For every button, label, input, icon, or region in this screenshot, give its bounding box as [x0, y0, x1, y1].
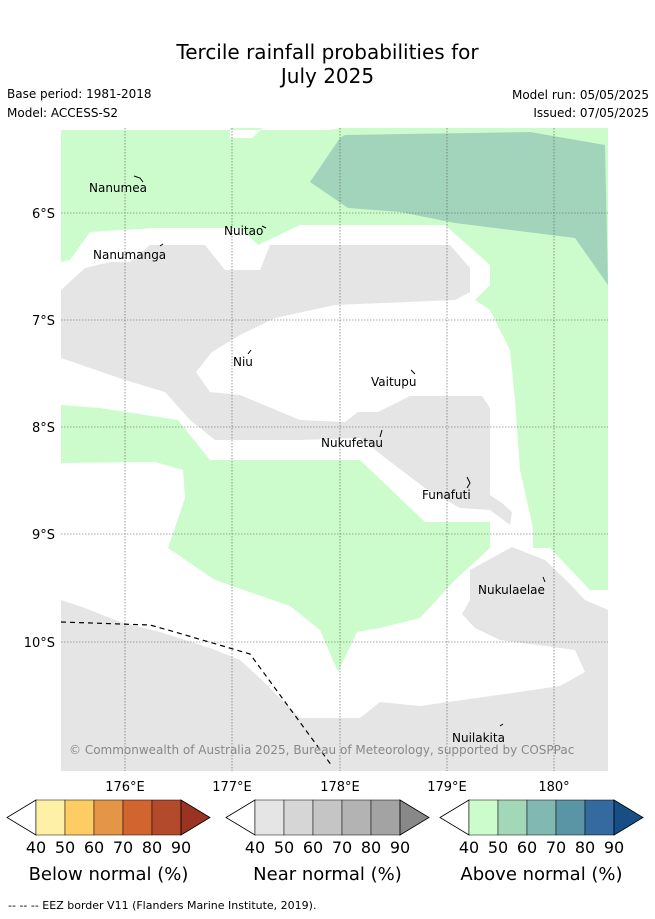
lon-axis: 176°E 177°E 178°E 179°E 180° — [105, 780, 569, 795]
legend-tick-label: 80 — [142, 838, 162, 857]
place-label-niu: Niu — [233, 355, 253, 369]
place-label-nukufetau: Nukufetau — [321, 436, 383, 450]
place-label-nukulaelae: Nukulaelae — [478, 583, 545, 597]
place-label-funafuti: Funafuti — [422, 488, 471, 502]
legend-swatch — [341, 799, 372, 836]
near-normal-zone-east — [300, 547, 608, 771]
above-normal-high-zone — [310, 132, 608, 285]
lon-tick-label: 179°E — [427, 780, 467, 795]
legend-tick-label: 70 — [546, 838, 566, 857]
legend-tick-label: 60 — [517, 838, 537, 857]
island-icon — [159, 243, 164, 247]
island-icon — [542, 576, 546, 583]
legend-extend-high — [399, 799, 430, 836]
island-icon — [499, 723, 504, 727]
legend-extend-high — [180, 799, 211, 836]
legend-tick-label: 70 — [113, 838, 133, 857]
legend-tick-label: 90 — [390, 838, 410, 857]
lon-tick-label: 178°E — [320, 780, 360, 795]
lat-axis: 6°S 7°S 8°S 9°S 10°S — [24, 207, 55, 651]
legend-swatch — [93, 799, 124, 836]
copyright-notice: © Commonwealth of Australia 2025, Bureau… — [69, 743, 574, 757]
legend-swatch — [254, 799, 285, 836]
legend-colorbar: 40 50 60 70 80 90 Above normal (%) — [439, 799, 644, 885]
legend-tick-label: 50 — [488, 838, 508, 857]
island-outlines — [133, 175, 546, 727]
place-label-nanumea: Nanumea — [89, 181, 147, 195]
legend-swatch — [283, 799, 314, 836]
title-line1: Tercile rainfall probabilities for — [176, 40, 479, 64]
legend-swatch — [64, 799, 95, 836]
legend-swatch — [468, 799, 499, 836]
island-icon — [261, 225, 267, 229]
place-label-vaitupu: Vaitupu — [371, 375, 417, 389]
above-normal-zone-south — [61, 405, 490, 672]
lat-tick-label: 10°S — [24, 636, 55, 651]
legend-tick-label: 80 — [361, 838, 381, 857]
legend-tick-label: 60 — [84, 838, 104, 857]
lat-tick-label: 7°S — [32, 314, 55, 329]
legend-tick-label: 90 — [171, 838, 191, 857]
issued-date: Issued: 07/05/2025 — [533, 106, 649, 120]
lat-tick-label: 9°S — [32, 528, 55, 543]
island-icon — [379, 429, 383, 438]
near-normal-zone-southwest — [61, 600, 300, 771]
model-name: Model: ACCESS-S2 — [7, 106, 119, 120]
island-icon — [410, 369, 416, 375]
near-normal-zone-central — [61, 245, 512, 525]
legend-extend-high — [613, 799, 644, 836]
legend-title: Above normal (%) — [460, 864, 622, 885]
place-labels: Nanumea Nuitao Nanumanga Niu Vaitupu Nuk… — [89, 181, 545, 745]
legend-swatch — [122, 799, 153, 836]
probability-legends: 40 50 60 70 80 90 Below normal (%) 40 50 60 70 80 90… — [6, 799, 644, 885]
place-label-nuilakita: Nuilakita — [452, 731, 505, 745]
place-label-nanumanga: Nanumanga — [93, 248, 166, 262]
legend-swatch — [312, 799, 343, 836]
legend-tick-label: 50 — [55, 838, 75, 857]
legend-extend-low — [6, 799, 37, 836]
legend-tick-label: 50 — [274, 838, 294, 857]
title-line2: July 2025 — [280, 64, 375, 88]
island-icon — [466, 476, 471, 489]
legend-swatch — [584, 799, 615, 836]
legend-swatch — [151, 799, 182, 836]
legend-swatch — [497, 799, 528, 836]
legend-colorbar: 40 50 60 70 80 90 Below normal (%) — [6, 799, 211, 885]
legend-tick-label: 40 — [245, 838, 265, 857]
base-period: Base period: 1981-2018 — [7, 87, 152, 101]
legend-swatch — [555, 799, 586, 836]
lon-tick-label: 180° — [538, 780, 569, 795]
lat-tick-label: 6°S — [32, 207, 55, 222]
legend-tick-label: 80 — [575, 838, 595, 857]
legend-tick-label: 70 — [332, 838, 352, 857]
legend-title: Near normal (%) — [253, 864, 402, 885]
legend-colorbar: 40 50 60 70 80 90 Near normal (%) — [225, 799, 430, 885]
legend-extend-low — [225, 799, 256, 836]
legend-swatch — [526, 799, 557, 836]
normal-gap-north — [61, 128, 340, 138]
legend-swatch — [35, 799, 66, 836]
legend-title: Below normal (%) — [29, 864, 189, 885]
lon-tick-label: 176°E — [105, 780, 145, 795]
map-title: Tercile rainfall probabilities for July … — [0, 40, 655, 88]
legend-tick-label: 40 — [26, 838, 46, 857]
legend-tick-label: 40 — [459, 838, 479, 857]
legend-swatch — [370, 799, 401, 836]
above-normal-zone-north — [61, 128, 608, 590]
eez-footnote: -- -- -- EEZ border V11 (Flanders Marine… — [8, 899, 317, 912]
island-icon — [247, 349, 252, 355]
legend-tick-label: 60 — [303, 838, 323, 857]
map-area: Nanumea Nuitao Nanumanga Niu Vaitupu Nuk… — [61, 128, 608, 771]
legend-tick-label: 90 — [604, 838, 624, 857]
island-icon — [133, 175, 144, 183]
lat-tick-label: 8°S — [32, 421, 55, 436]
graticule — [61, 128, 608, 771]
model-run-date: Model run: 05/05/2025 — [511, 88, 649, 102]
lon-tick-label: 177°E — [212, 780, 252, 795]
legend-extend-low — [439, 799, 470, 836]
place-label-nuitao: Nuitao — [224, 224, 263, 238]
